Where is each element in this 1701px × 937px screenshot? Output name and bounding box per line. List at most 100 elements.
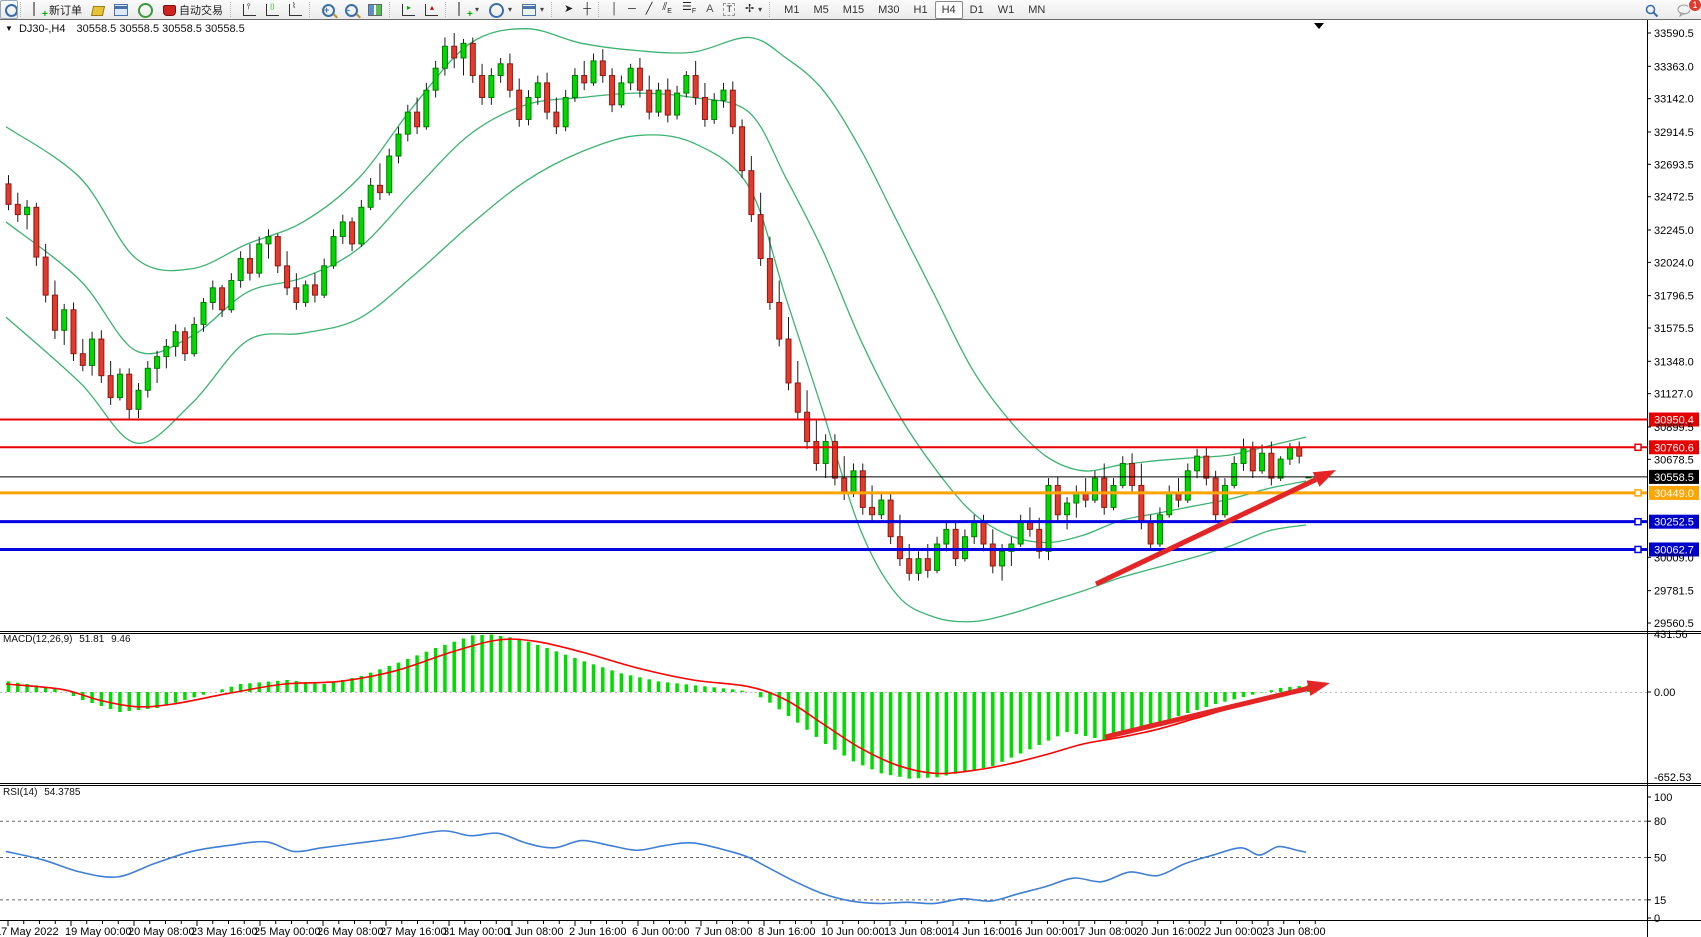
line-chart-button[interactable]: ⌇ [284, 0, 307, 19]
symbols-button[interactable] [87, 0, 109, 19]
candle-body [701, 96, 708, 120]
indicators-button[interactable]: ▾ [517, 0, 549, 19]
chat-badge: 1 [1688, 0, 1701, 12]
chart-title[interactable]: ▼ DJ30-,H4 30558.5 30558.5 30558.5 30558… [5, 23, 245, 35]
timeframe-M1[interactable]: M1 [784, 3, 800, 16]
fibonacci-button[interactable]: ☰F [677, 0, 701, 19]
candle-body [98, 338, 105, 377]
bar-chart-button[interactable]: ⫯ [238, 0, 261, 19]
crosshair-button[interactable]: ┼ [578, 0, 596, 19]
text-label-button[interactable]: T [718, 0, 740, 19]
chat-button[interactable]: 1 [1672, 0, 1701, 20]
time-axis-label: 20 May 08:00 [128, 926, 195, 937]
price-tag [1649, 412, 1699, 427]
candle-body [89, 338, 96, 366]
candle-body [915, 558, 922, 574]
candle-body [794, 382, 801, 413]
rsi-level-label: 50 [1654, 853, 1666, 865]
chart-shift-icon: ▴ [425, 4, 438, 16]
price-tag [1649, 485, 1699, 500]
zoom-out-button[interactable]: - [340, 0, 363, 19]
candlestick-chart-button[interactable]: ⌷ [261, 0, 284, 19]
cursor-button[interactable]: ➤ [559, 0, 578, 19]
navigator-button[interactable] [133, 0, 158, 19]
price-tag-label: 30558.5 [1654, 472, 1694, 484]
macd-signal-line [5, 638, 1307, 775]
candle-body [692, 75, 699, 98]
macd-trend-arrow-head [1306, 680, 1330, 696]
zoom-in-button[interactable]: + [317, 0, 340, 19]
candle-body [1231, 462, 1238, 486]
auto-trading-button[interactable]: 自动交易 [158, 0, 228, 19]
candle-body [961, 536, 968, 560]
auto-trading-icon [163, 5, 176, 16]
vertical-line-button[interactable]: │ [606, 0, 623, 19]
candle-body [497, 63, 504, 77]
trend-arrow-head [1312, 470, 1336, 487]
candle-body [219, 287, 226, 311]
timeframe-M30[interactable]: M30 [878, 3, 900, 16]
time-axis-label: 1 Jun 08:00 [506, 926, 564, 937]
price-axis-tick-label: 30899.5 [1654, 422, 1694, 434]
candle-body [655, 89, 662, 113]
candle-body [376, 184, 383, 194]
candle-body [906, 558, 913, 574]
candle-body [1129, 462, 1136, 486]
new-chart-button[interactable]: + ▾ [453, 0, 484, 20]
shapes-button[interactable]: ✢ ▾ [744, 3, 763, 15]
tile-windows-button[interactable] [363, 0, 387, 19]
auto-scroll-button[interactable]: ▸ [397, 0, 420, 19]
timeframe-M15[interactable]: M15 [842, 3, 865, 16]
equidistant-channel-button[interactable]: ⫽E [657, 0, 677, 19]
symbol-dropdown-icon[interactable]: ▼ [5, 24, 13, 33]
new-order-button[interactable]: + 新订单 [28, 0, 87, 20]
search-button[interactable] [1640, 1, 1664, 20]
timeframe-MN[interactable]: MN [1028, 3, 1046, 16]
timeframe-M5[interactable]: M5 [813, 3, 829, 16]
timeframe-H4[interactable]: H4 [934, 0, 963, 19]
ohlc-values: 30558.5 30558.5 30558.5 30558.5 [76, 23, 245, 35]
rsi-value: 54.3785 [44, 787, 81, 798]
chart-shift-button[interactable]: ▴ [420, 0, 443, 19]
price-axis-tick-label: 32472.5 [1654, 192, 1694, 204]
candle-body [24, 206, 31, 216]
time-axis-label: 17 Jun 08:00 [1073, 926, 1137, 937]
periods-button[interactable]: ▾ [484, 0, 517, 19]
time-axis-label: 8 Jun 16:00 [758, 926, 816, 937]
trend-arrow [1094, 477, 1318, 587]
timeframe-W1[interactable]: W1 [997, 3, 1015, 16]
candle-body [79, 353, 86, 366]
price-axis-tick-label: 30009.0 [1654, 552, 1694, 564]
candle-body [1064, 502, 1071, 516]
time-axis-label: 26 May 08:00 [317, 926, 384, 937]
candle-body [1296, 446, 1303, 457]
candle-body [1166, 492, 1173, 516]
zoom-out-icon: - [345, 3, 358, 17]
text-button[interactable]: A [701, 0, 718, 19]
text-label-icon: T [723, 3, 735, 16]
candle-body [311, 284, 318, 296]
candle-body [646, 89, 653, 113]
periods-clock-icon [489, 2, 505, 18]
timeframe-D1[interactable]: D1 [969, 3, 984, 16]
timeframe-H1[interactable]: H1 [913, 3, 928, 16]
shapes-icon: ✢ [744, 3, 755, 15]
toolbar-separator [445, 2, 451, 17]
clipped-left-icon[interactable] [0, 0, 18, 19]
price-axis-tick-label: 30678.5 [1654, 454, 1694, 466]
market-watch-button[interactable] [109, 0, 133, 19]
candle-body [729, 89, 736, 128]
candle-body [571, 75, 578, 98]
price-axis-tick-label: 33142.0 [1654, 94, 1694, 106]
price-axis-tick-label: 31348.0 [1654, 356, 1694, 368]
candle-body [1110, 484, 1117, 508]
symbols-icon [90, 5, 106, 16]
horizontal-line-button[interactable]: ─ [623, 0, 641, 19]
candle-body [609, 75, 616, 106]
candle-body [116, 373, 123, 399]
candle-body [516, 89, 523, 120]
trendline-button[interactable]: ╱ [641, 0, 658, 19]
candle-body [757, 214, 764, 260]
